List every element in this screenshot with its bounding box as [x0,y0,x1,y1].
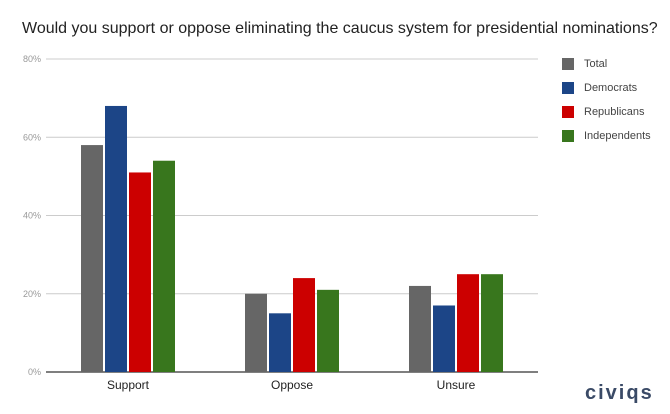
y-tick-label: 40% [23,211,41,221]
x-tick-label: Support [107,378,150,392]
legend-label: Democrats [584,82,638,94]
bar-independents-support [153,160,175,372]
bar-democrats-support [105,105,127,372]
bar-total-support [81,145,103,372]
x-axis-ticks: Support Oppose Unsure [107,378,476,392]
legend-item-republicans: Republicans [562,100,651,124]
x-tick-label: Oppose [271,378,313,392]
bar-independents-unsure [481,274,503,372]
bar-republicans-support [129,172,151,372]
legend-label: Independents [584,130,651,142]
bar-total-unsure [409,285,431,372]
bar-democrats-unsure [433,305,455,372]
bar-republicans-unsure [457,274,479,372]
x-tick-label: Unsure [437,378,476,392]
bar-total-oppose [245,293,267,372]
legend-label: Republicans [584,106,645,118]
y-tick-label: 20% [23,289,41,299]
legend-swatch [562,82,574,94]
gridlines [46,58,538,373]
bar-independents-oppose [317,289,339,372]
legend-label: Total [584,58,608,70]
bar-democrats-oppose [269,313,291,372]
chart-title: Would you support or oppose eliminating … [22,20,658,37]
bars [81,105,503,372]
y-tick-label: 60% [23,132,41,142]
civiqs-logo: civiqs [585,382,654,404]
legend-swatch [562,58,574,70]
legend-swatch [562,130,574,142]
y-tick-label: 0% [28,367,41,377]
legend-swatch [562,106,574,118]
bar-republicans-oppose [293,278,315,372]
legend-item-independents: Independents [562,124,651,148]
legend-item-total: Total [562,52,651,76]
legend-item-democrats: Democrats [562,76,651,100]
y-axis-ticks: 0% 20% 40% 60% 80% [23,54,41,377]
y-tick-label: 80% [23,54,41,64]
legend: Total Democrats Republicans Independents [562,52,651,148]
